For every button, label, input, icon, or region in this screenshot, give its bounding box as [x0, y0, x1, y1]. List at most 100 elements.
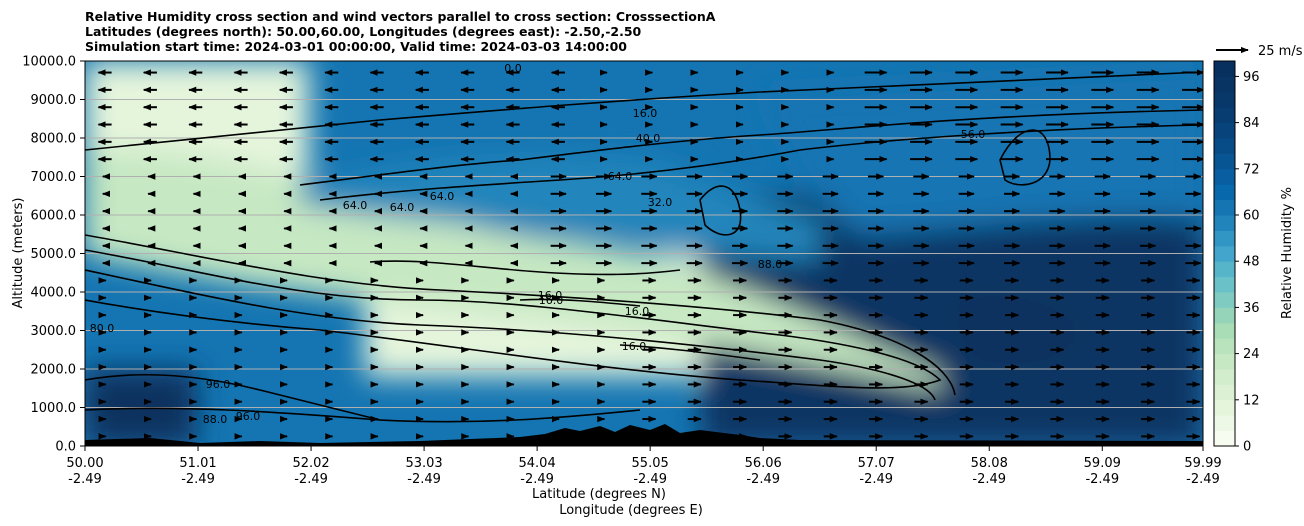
x-tick-label-lat: 57.07	[858, 456, 895, 471]
quiver-key-label: 25 m/s	[1258, 44, 1303, 59]
y-axis-label: Altitude (meters)	[11, 198, 26, 309]
contour-label: 88.0	[203, 413, 228, 426]
colorbar-tick-label: 24	[1243, 347, 1260, 362]
x-tick-label-lon: -2.49	[746, 472, 780, 487]
colorbar-segment	[1214, 138, 1235, 154]
contour-label: 88.0	[758, 258, 783, 271]
x-tick-label-lon: -2.49	[294, 472, 328, 487]
title-line-2: Latitudes (degrees north): 50.00,60.00, …	[85, 24, 642, 39]
x-tick-label-lat: 50.00	[66, 456, 103, 471]
x-tick-label-lat: 59.99	[1184, 456, 1221, 471]
title-line-1: Relative Humidity cross section and wind…	[85, 9, 716, 24]
colorbar-segment	[1214, 322, 1235, 339]
y-axis: 0.0 1000.0 2000.0 3000.0 4000.0 5000.0 6000.0 7…	[22, 55, 85, 455]
contour-line-12	[85, 407, 641, 423]
colorbar-segment	[1214, 215, 1235, 231]
x-tick-label-lon: -2.49	[633, 472, 667, 487]
colorbar-segment	[1214, 199, 1235, 216]
colorbar-tick-label: 72	[1243, 162, 1260, 177]
colorbar-segment	[1214, 61, 1235, 77]
colorbar-label: Relative Humidity %	[1280, 187, 1295, 319]
contour-label: 96.0	[206, 378, 231, 391]
x-axis-label: Latitude (degrees N)	[532, 487, 666, 502]
colorbar-segment	[1214, 168, 1235, 185]
x-tick-label-lon: -2.49	[68, 472, 102, 487]
x-tick-label-lat: 52.02	[292, 456, 329, 471]
wind-vectors	[97, 69, 1203, 440]
contour-line-6	[369, 260, 681, 276]
colorbar-segment	[1214, 399, 1235, 416]
x-tick-label-lon: -2.49	[520, 472, 554, 487]
chart-title: Relative Humidity cross section and wind…	[85, 9, 715, 54]
colorbar-tick-label: 84	[1243, 116, 1260, 131]
colorbar-tick-label: 0	[1243, 440, 1251, 455]
y-tick-label: 3000.0	[31, 324, 77, 339]
colorbar-segment	[1214, 153, 1235, 170]
colorbar-segment	[1214, 107, 1235, 124]
x-tick-label-lat: 53.03	[405, 456, 442, 471]
x-tick-label-lat: 58.08	[971, 456, 1008, 471]
title-line-3: Simulation start time: 2024-03-01 00:00:…	[85, 39, 627, 54]
colorbar-tick-label: 36	[1243, 301, 1260, 316]
contour-label: 56.0	[961, 128, 986, 141]
y-tick-label: 6000.0	[31, 209, 77, 224]
contour-label: 16.0	[538, 289, 563, 302]
x-tick-label-lat: 54.04	[519, 456, 556, 471]
colorbar-tick-label: 96	[1243, 70, 1260, 85]
contour-label: 64.0	[608, 170, 633, 183]
colorbar-segment	[1214, 230, 1235, 247]
contour-label: 16.0	[622, 340, 647, 353]
contour-line-11	[85, 373, 381, 421]
colorbar-segment	[1214, 292, 1235, 308]
contour-labels: 16.0 40.0 64.0 64.0 64.0 64.0 32.0 88.0 80.0 96.0…	[90, 62, 986, 426]
colorbar-segment	[1214, 184, 1235, 201]
x-tick-label-lat: 51.01	[179, 456, 216, 471]
colorbar-segment	[1214, 430, 1235, 447]
colorbar-tick-label: 48	[1243, 255, 1260, 270]
contour-label: 64.0	[343, 199, 368, 212]
x-tick-label-lon: -2.49	[181, 472, 215, 487]
colorbar-segment	[1214, 338, 1235, 355]
terrain	[85, 424, 1203, 446]
y-tick-label: 4000.0	[31, 286, 77, 301]
contour-label: 64.0	[390, 201, 415, 214]
colorbar-segment	[1214, 353, 1235, 370]
y-tick-label: 5000.0	[31, 247, 77, 262]
contour-label: 64.0	[430, 190, 455, 203]
colorbar-segment	[1214, 76, 1235, 93]
colorbar: 0 12 24 36 48 60 72 84 96	[1213, 60, 1260, 455]
contour-label: 40.0	[636, 132, 661, 145]
x-tick-label-lat: 55.05	[632, 456, 669, 471]
x-tick-label-lat: 56.06	[745, 456, 782, 471]
colorbar-segment	[1214, 369, 1235, 385]
colorbar-segment	[1214, 122, 1235, 139]
x-tick-label-lon: -2.49	[1085, 472, 1119, 487]
y-tick-label: 7000.0	[31, 170, 77, 185]
contour-label: 32.0	[648, 196, 673, 209]
x-tick-label-lat: 59.09	[1084, 456, 1121, 471]
colorbar-segment	[1214, 276, 1235, 293]
contour-label: 16.0	[633, 107, 658, 120]
colorbar-frame	[1213, 60, 1236, 447]
y-tick-label: 9000.0	[31, 93, 77, 108]
x-tick-label-lon: -2.49	[407, 472, 441, 487]
colorbar-segment	[1214, 384, 1235, 401]
contour-line-1	[85, 234, 956, 396]
contour-line-9	[699, 185, 742, 236]
colorbar-segment	[1214, 261, 1235, 278]
contour-line-5	[85, 71, 1203, 151]
x-tick-label-lon: -2.49	[859, 472, 893, 487]
y-tick-label: 1000.0	[31, 401, 77, 416]
quiver-key: 25 m/s	[1216, 44, 1303, 59]
x-tick-label-lon: -2.49	[1186, 472, 1220, 487]
contour-label: 96.0	[236, 410, 261, 423]
x-tick-label-lon: -2.49	[972, 472, 1006, 487]
x-axis-label-secondary: Longitude (degrees E)	[559, 503, 703, 518]
y-tick-label: 0.0	[55, 440, 76, 455]
contour-line-8	[619, 344, 761, 361]
colorbar-segment	[1214, 91, 1235, 108]
colorbar-tick-label: 12	[1243, 393, 1260, 408]
colorbar-segment	[1214, 307, 1235, 324]
colorbar-segment	[1214, 415, 1235, 432]
